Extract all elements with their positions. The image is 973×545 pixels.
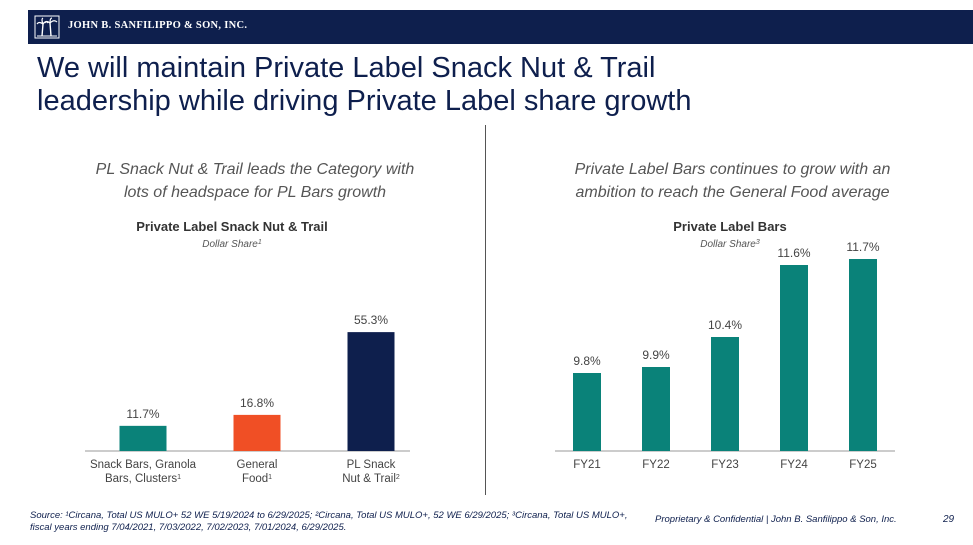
tick-label: Food1 xyxy=(242,473,272,485)
subhead-line: PL Snack Nut & Trail leads the Category … xyxy=(95,161,415,178)
chart-subtitle: Dollar Share3 xyxy=(700,239,760,251)
bar xyxy=(711,337,739,451)
palm-trees-logo-icon xyxy=(34,15,60,39)
bar xyxy=(642,367,670,451)
tick-label: FY22 xyxy=(642,459,670,471)
bar xyxy=(119,425,167,451)
bar xyxy=(573,373,601,451)
page-title: We will maintain Private Label Snack Nut… xyxy=(37,52,937,118)
page-title-line: We will maintain Private Label Snack Nut… xyxy=(37,52,656,84)
chart-subtitle: Dollar Share1 xyxy=(202,239,262,251)
header-bar: JOHN B. SANFILIPPO & SON, INC. xyxy=(28,10,973,44)
tick-label: Nut & Trail2 xyxy=(342,473,400,485)
private-label-bars-chart: Private Label Bars Dollar Share3 9.8% FY21 9… xyxy=(555,219,895,471)
source-footnote: Source: ¹Circana, Total US MULO+ 52 WE 5… xyxy=(30,510,628,533)
subhead-line: ambition to reach the General Food avera… xyxy=(575,184,890,201)
confidential-notice: Proprietary & Confidential | John B. San… xyxy=(655,514,897,525)
data-label: 11.7% xyxy=(126,407,159,421)
bar xyxy=(347,332,395,451)
data-label: 55.3% xyxy=(354,313,388,327)
company-name: JOHN B. SANFILIPPO & SON, INC. xyxy=(68,20,248,31)
tick-label: Bars, Clusters1 xyxy=(105,473,181,485)
bar xyxy=(849,259,877,451)
bar xyxy=(233,414,281,451)
data-label: 10.4% xyxy=(708,318,742,332)
chart-title: Private Label Bars xyxy=(673,219,786,234)
right-panel-subhead: Private Label Bars continues to grow wit… xyxy=(505,158,960,204)
snack-nut-trail-chart: Private Label Snack Nut & Trail Dollar Sh… xyxy=(85,219,410,485)
page-title-line: leadership while driving Private Label s… xyxy=(37,85,692,117)
tick-label: FY21 xyxy=(573,459,601,471)
page-number: 29 xyxy=(943,514,955,525)
left-panel-subhead: PL Snack Nut & Trail leads the Category … xyxy=(40,158,470,204)
tick-label: Snack Bars, Granola xyxy=(90,459,197,471)
data-label: 16.8% xyxy=(240,396,274,410)
data-label: 11.6% xyxy=(777,246,810,260)
data-label: 9.8% xyxy=(573,354,601,368)
panel-divider xyxy=(485,125,486,495)
bar xyxy=(780,265,808,451)
tick-label: PL Snack xyxy=(347,459,396,471)
data-label: 11.7% xyxy=(846,240,879,254)
tick-label: General xyxy=(237,459,278,471)
tick-label: FY24 xyxy=(780,459,808,471)
tick-label: FY23 xyxy=(711,459,739,471)
subhead-line: lots of headspace for PL Bars growth xyxy=(123,184,387,201)
chart-title: Private Label Snack Nut & Trail xyxy=(136,219,327,234)
tick-label: FY25 xyxy=(849,459,877,471)
data-label: 9.9% xyxy=(642,348,670,362)
subhead-line: Private Label Bars continues to grow wit… xyxy=(574,161,891,178)
